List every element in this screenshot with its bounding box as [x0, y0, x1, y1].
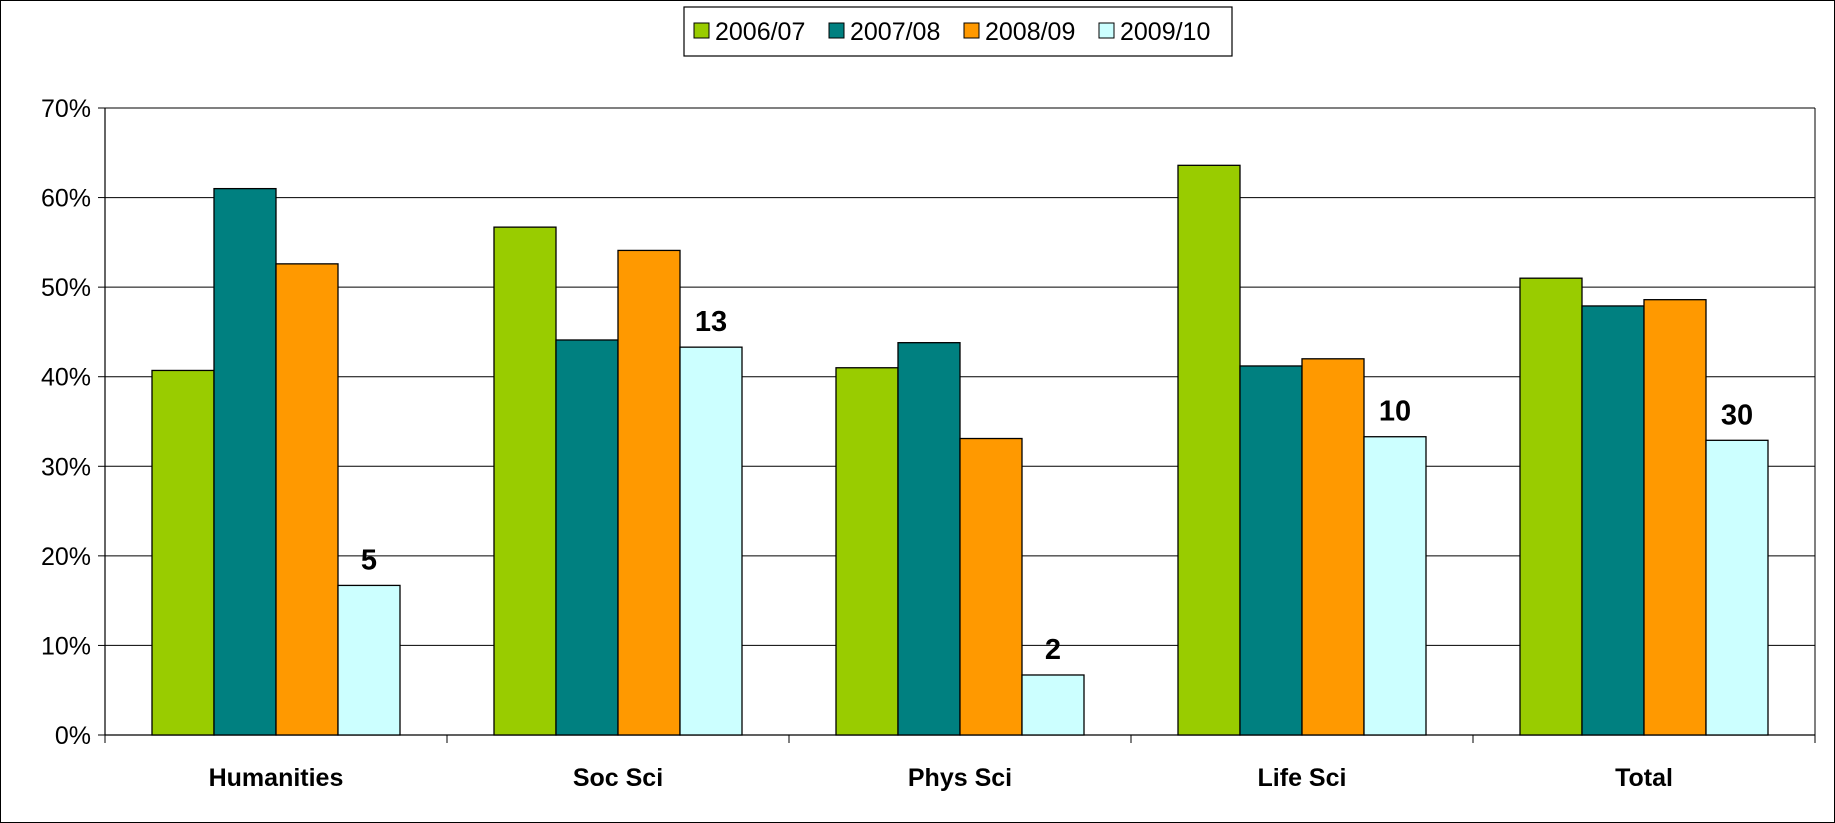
bar: [555, 339, 619, 736]
x-tick-label: Humanities: [209, 764, 344, 792]
bar: [1581, 305, 1645, 736]
y-tick-label: 20%: [41, 543, 91, 571]
legend-swatch: [1098, 22, 1115, 39]
x-tick-label: Soc Sci: [573, 764, 663, 792]
data-label: 30: [1721, 399, 1753, 431]
y-tick-label: 70%: [41, 95, 91, 123]
labels: 5 Humanities 13 Soc Sci 2 Phys Sci 10 Life Sci 3…: [209, 306, 1754, 792]
legend-swatch: [693, 22, 710, 39]
bar: [1301, 358, 1365, 736]
bar: [1643, 299, 1707, 736]
bar: [1363, 436, 1427, 736]
bar: [213, 187, 277, 736]
legend-label: 2008/09: [985, 18, 1075, 46]
bar: [151, 369, 215, 736]
legend-swatch: [828, 22, 845, 39]
bar: [1519, 277, 1583, 736]
data-label: 2: [1045, 634, 1061, 666]
data-label: 10: [1379, 396, 1411, 428]
legend-swatch: [963, 22, 980, 39]
x-tick-label: Phys Sci: [908, 764, 1012, 792]
data-label: 13: [695, 306, 727, 338]
data-label: 5: [361, 544, 377, 576]
bar: [959, 437, 1023, 736]
y-tick-label: 30%: [41, 453, 91, 481]
y-tick-label: 10%: [41, 632, 91, 660]
y-tick-label: 50%: [41, 274, 91, 302]
bars: [151, 164, 1769, 736]
y-tick-label: 60%: [41, 185, 91, 213]
legend-label: 2006/07: [715, 18, 805, 46]
bar: [835, 367, 899, 736]
bar: [493, 226, 557, 736]
legend-label: 2009/10: [1120, 18, 1210, 46]
bar: [617, 249, 681, 736]
legend: 2006/07 2007/08 2008/09 2009/10: [683, 6, 1233, 57]
bar: [337, 584, 401, 736]
y-tick-label: 0%: [55, 722, 91, 750]
legend-box: [683, 6, 1233, 57]
y-tick-label: 40%: [41, 364, 91, 392]
x-tick-label: Life Sci: [1258, 764, 1347, 792]
bar: [1177, 164, 1241, 736]
bar: [275, 263, 339, 736]
bar: [1021, 674, 1085, 736]
bar: [679, 346, 743, 736]
bar: [1239, 365, 1303, 736]
bar: [1705, 439, 1769, 736]
x-tick-label: Total: [1615, 764, 1673, 792]
bar: [897, 342, 961, 736]
legend-label: 2007/08: [850, 18, 940, 46]
